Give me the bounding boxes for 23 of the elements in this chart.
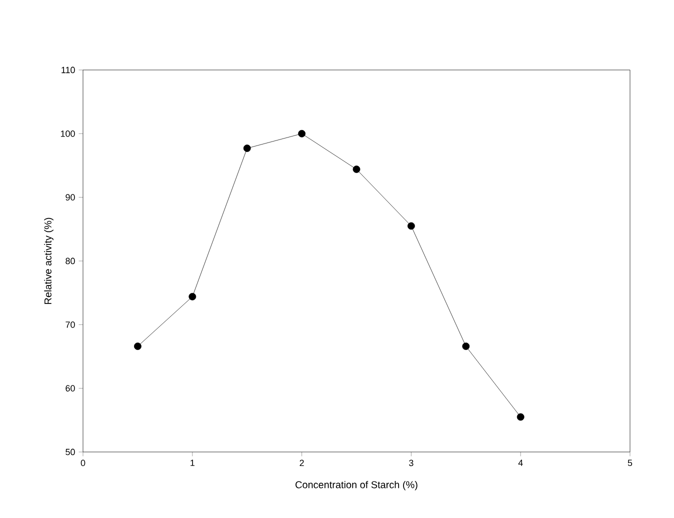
y-tick-label: 80: [66, 258, 75, 264]
y-axis-title: Relative activity (%): [44, 218, 54, 304]
x-tick-label: 2: [300, 460, 304, 466]
y-tick-label: 50: [66, 448, 75, 456]
x-axis-title: Concentration of Starch (%): [296, 480, 418, 490]
point: [408, 222, 415, 230]
y-tick-label: 90: [66, 194, 75, 200]
x-tick-label: 3: [409, 460, 414, 466]
y-tick-label: 100: [60, 130, 75, 137]
point: [188, 292, 196, 300]
y-tick-label: 110: [62, 66, 75, 74]
y-tick-label: 70: [66, 321, 75, 328]
point: [352, 166, 360, 174]
point: [516, 413, 524, 421]
x-tick-label: 4: [518, 460, 523, 466]
point: [134, 342, 142, 350]
point: [298, 130, 306, 138]
y-tick-label: 60: [66, 385, 75, 392]
x-tick-label: 1: [190, 460, 194, 466]
x-tick-label: 0: [80, 460, 86, 466]
point: [462, 342, 470, 350]
point: [243, 144, 251, 152]
x-tick-label: 5: [628, 460, 632, 466]
